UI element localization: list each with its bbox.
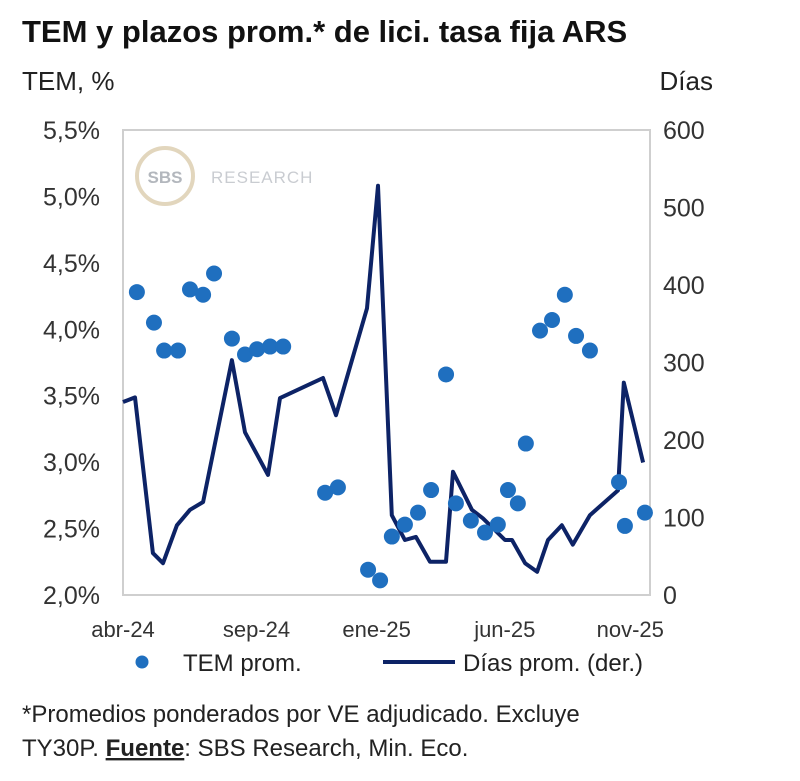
left-tick-label: 3,5%	[43, 383, 100, 411]
tem-point	[489, 516, 506, 533]
left-tick-label: 5,0%	[43, 183, 100, 211]
tem-point	[223, 330, 240, 347]
watermark-logo-ring	[135, 146, 195, 206]
tem-point	[262, 338, 279, 355]
tem-point	[383, 528, 400, 545]
tem-point	[275, 338, 292, 355]
tem-point	[581, 342, 598, 359]
tem-point	[317, 484, 334, 501]
tem-point	[249, 341, 266, 358]
tem-point	[145, 314, 162, 331]
right-tick-label: 400	[663, 272, 705, 300]
tem-point	[611, 474, 628, 491]
tem-point	[360, 561, 377, 578]
tem-point	[195, 286, 212, 303]
tem-point	[447, 495, 464, 512]
right-tick-label: 0	[663, 582, 677, 610]
tem-point	[396, 516, 413, 533]
right-tick-label: 300	[663, 350, 705, 378]
footnote-source-text: : SBS Research, Min. Eco.	[184, 735, 468, 762]
dias-line	[122, 183, 646, 574]
plot-area-border	[122, 129, 651, 596]
x-tick-label: sep-24	[223, 617, 290, 642]
dias-series	[122, 183, 646, 574]
chart-title: TEM y plazos prom.* de lici. tasa fija A…	[22, 14, 627, 49]
tem-point	[517, 435, 534, 452]
x-tick-label: jun-25	[473, 617, 535, 642]
tem-point	[169, 342, 186, 359]
tem-point	[636, 504, 653, 521]
left-tick-label: 4,5%	[43, 250, 100, 278]
tem-point	[128, 284, 145, 301]
right-axis-label: Días	[660, 66, 713, 96]
right-tick-label: 500	[663, 195, 705, 223]
tem-point	[556, 286, 573, 303]
tem-point	[477, 524, 494, 541]
tem-point	[237, 346, 254, 363]
left-tick-label: 5,5%	[43, 117, 100, 145]
tem-point	[462, 512, 479, 529]
footnote-source-label: Fuente	[106, 735, 185, 762]
tem-point	[532, 322, 549, 339]
right-tick-label: 200	[663, 427, 705, 455]
legend-dot-icon	[135, 655, 149, 669]
tem-point	[423, 482, 440, 499]
footnote-prefix: TY30P.	[22, 735, 106, 762]
watermark: SBS RESEARCH	[135, 146, 313, 206]
legend: TEM prom. Días prom. (der.)	[135, 650, 643, 677]
footnote-line-1: *Promedios ponderados por VE adjudicado.…	[22, 701, 580, 728]
tem-point	[568, 327, 585, 344]
tem-point	[182, 281, 199, 298]
left-axis-ticks: 2,0% 2,5% 3,0% 3,5% 4,0% 4,5% 5,0% 5,5%	[43, 117, 100, 610]
tem-point	[438, 366, 455, 383]
legend-dias: Días prom. (der.)	[463, 650, 643, 677]
tem-point	[156, 342, 173, 359]
tem-point	[206, 265, 223, 282]
footnote-line-2: TY30P. Fuente: SBS Research, Min. Eco.	[22, 735, 468, 762]
tem-point	[509, 495, 526, 512]
legend-tem: TEM prom.	[183, 650, 302, 677]
left-axis-label: TEM, %	[22, 66, 114, 96]
tem-point	[544, 311, 561, 328]
x-tick-label: ene-25	[342, 617, 411, 642]
tem-point	[499, 482, 516, 499]
right-axis-ticks: 0 100 200 300 400 500 600	[663, 117, 705, 610]
tem-point	[329, 479, 346, 496]
tem-point	[616, 517, 633, 534]
x-tick-label: abr-24	[91, 617, 155, 642]
watermark-logo-text: SBS	[148, 168, 183, 187]
x-axis-ticks: abr-24 sep-24 ene-25 jun-25 nov-25	[91, 617, 664, 642]
x-tick-label: nov-25	[597, 617, 664, 642]
tem-point	[372, 572, 389, 589]
tem-series	[128, 265, 653, 589]
right-tick-label: 100	[663, 505, 705, 533]
left-tick-label: 3,0%	[43, 449, 100, 477]
watermark-text: RESEARCH	[211, 168, 313, 187]
right-tick-label: 600	[663, 117, 705, 145]
left-tick-label: 2,0%	[43, 582, 100, 610]
left-tick-label: 2,5%	[43, 516, 100, 544]
left-tick-label: 4,0%	[43, 316, 100, 344]
tem-point	[410, 504, 427, 521]
